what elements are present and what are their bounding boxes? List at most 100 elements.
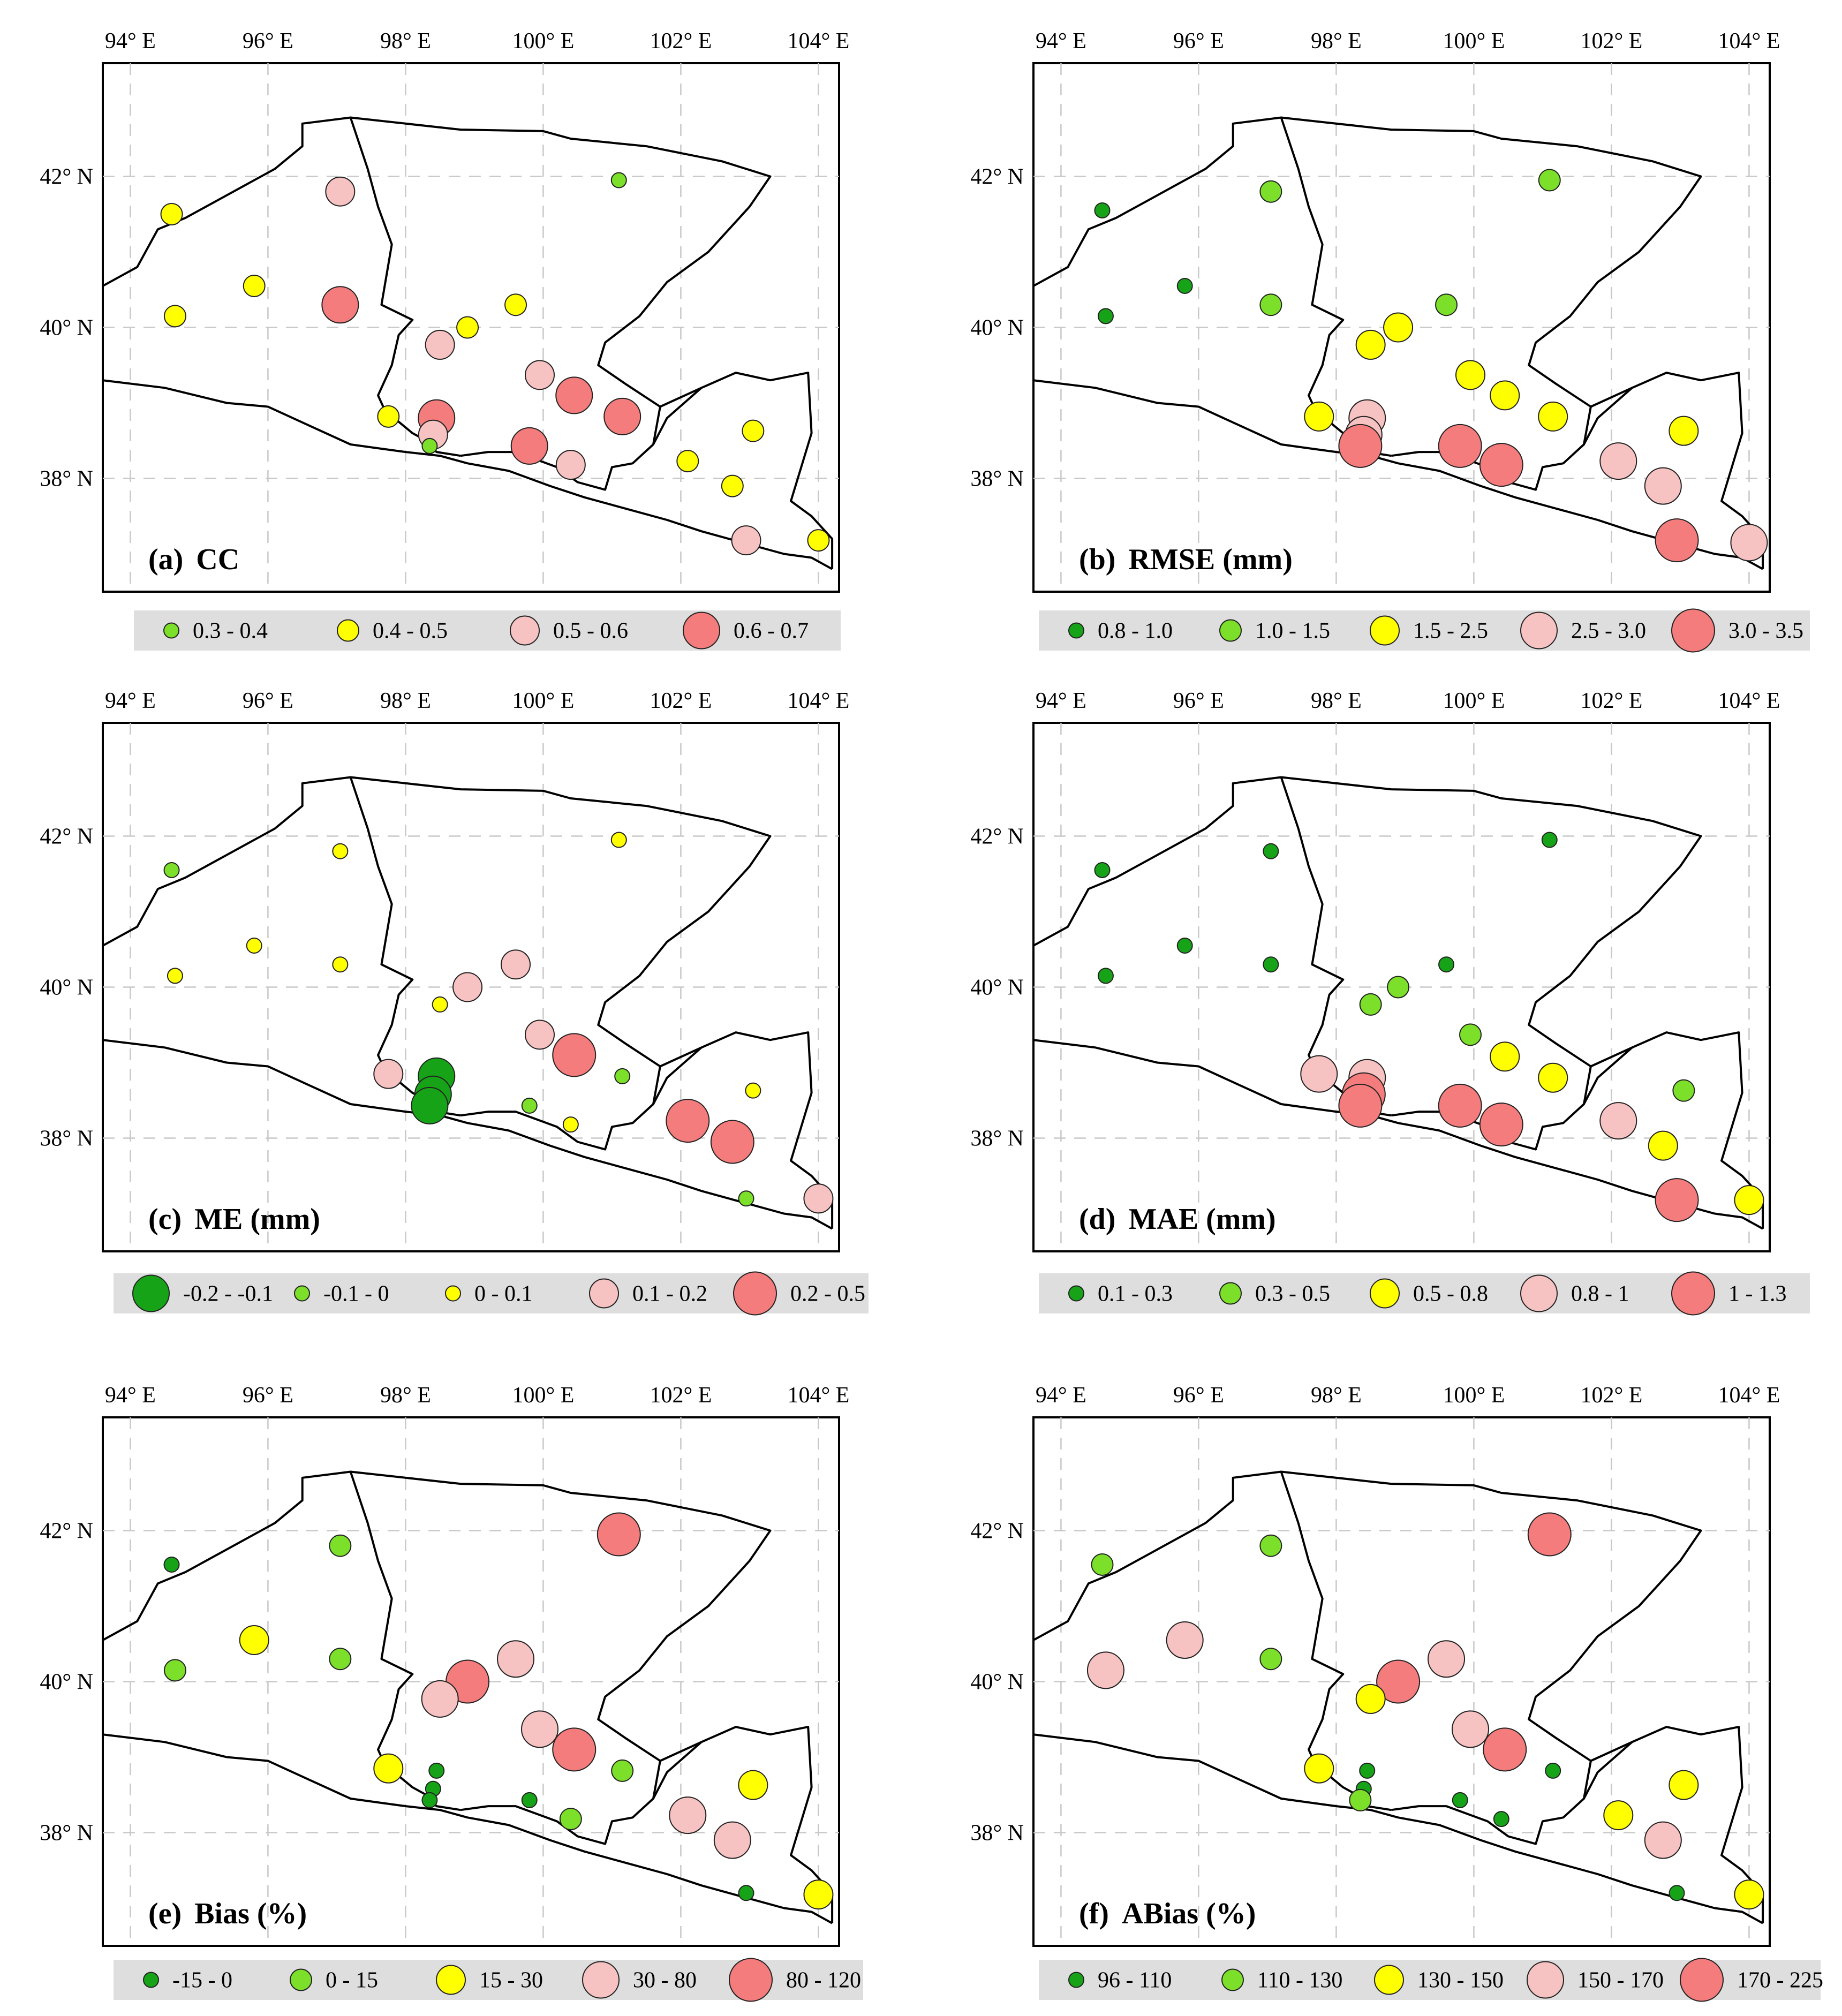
- station-marker[interactable]: [611, 1759, 634, 1782]
- station-marker[interactable]: [1259, 293, 1282, 316]
- station-marker[interactable]: [1669, 416, 1699, 446]
- station-marker[interactable]: [555, 450, 586, 480]
- station-marker[interactable]: [428, 1762, 445, 1779]
- station-marker[interactable]: [525, 360, 555, 390]
- station-marker[interactable]: [1599, 442, 1637, 480]
- station-marker[interactable]: [1545, 1762, 1561, 1779]
- station-marker[interactable]: [1672, 1079, 1695, 1102]
- station-marker[interactable]: [710, 1120, 754, 1164]
- station-marker[interactable]: [1538, 401, 1568, 432]
- station-marker[interactable]: [1176, 937, 1193, 954]
- station-marker[interactable]: [1734, 1879, 1764, 1910]
- station-marker[interactable]: [603, 397, 641, 435]
- station-marker[interactable]: [163, 1556, 180, 1573]
- station-marker[interactable]: [521, 1710, 559, 1748]
- station-marker[interactable]: [432, 996, 448, 1013]
- station-marker[interactable]: [610, 172, 627, 188]
- station-marker[interactable]: [1483, 1727, 1527, 1772]
- station-marker[interactable]: [497, 1640, 535, 1678]
- station-marker[interactable]: [1538, 169, 1561, 192]
- station-marker[interactable]: [1490, 1041, 1520, 1072]
- station-marker[interactable]: [329, 1648, 352, 1671]
- station-marker[interactable]: [807, 529, 830, 552]
- station-marker[interactable]: [1479, 1103, 1523, 1147]
- station-marker[interactable]: [1259, 1648, 1282, 1671]
- station-marker[interactable]: [666, 1099, 710, 1143]
- station-marker[interactable]: [1304, 401, 1334, 432]
- station-marker[interactable]: [1376, 1659, 1421, 1704]
- station-marker[interactable]: [1355, 1683, 1386, 1714]
- station-marker[interactable]: [1603, 1800, 1634, 1831]
- station-marker[interactable]: [1541, 832, 1558, 848]
- station-marker[interactable]: [521, 1097, 538, 1114]
- station-marker[interactable]: [555, 376, 593, 414]
- station-marker[interactable]: [456, 316, 479, 339]
- station-marker[interactable]: [504, 293, 527, 316]
- station-marker[interactable]: [721, 474, 744, 497]
- station-marker[interactable]: [1349, 1788, 1372, 1811]
- station-marker[interactable]: [1094, 862, 1111, 878]
- station-marker[interactable]: [373, 1753, 404, 1784]
- station-marker[interactable]: [669, 1796, 707, 1834]
- station-marker[interactable]: [1655, 1178, 1699, 1222]
- station-marker[interactable]: [1091, 1553, 1114, 1576]
- station-marker[interactable]: [243, 274, 266, 297]
- station-marker[interactable]: [501, 949, 531, 980]
- station-marker[interactable]: [1166, 1621, 1204, 1659]
- station-marker[interactable]: [329, 1534, 352, 1557]
- station-marker[interactable]: [1452, 1792, 1468, 1808]
- station-marker[interactable]: [1259, 1534, 1282, 1557]
- station-marker[interactable]: [1359, 993, 1382, 1016]
- station-marker[interactable]: [562, 1116, 579, 1133]
- station-marker[interactable]: [421, 1792, 438, 1808]
- station-marker[interactable]: [676, 450, 699, 473]
- station-marker[interactable]: [246, 937, 262, 954]
- station-marker[interactable]: [1459, 1023, 1482, 1046]
- station-marker[interactable]: [738, 1885, 754, 1901]
- station-marker[interactable]: [1263, 843, 1279, 859]
- station-marker[interactable]: [1338, 424, 1383, 468]
- station-marker[interactable]: [1387, 976, 1410, 999]
- station-marker[interactable]: [521, 1792, 538, 1808]
- station-marker[interactable]: [713, 1821, 751, 1859]
- station-marker[interactable]: [1176, 277, 1193, 294]
- station-marker[interactable]: [1438, 956, 1455, 973]
- station-marker[interactable]: [614, 1068, 631, 1084]
- station-marker[interactable]: [332, 956, 349, 973]
- station-marker[interactable]: [1263, 956, 1279, 973]
- station-marker[interactable]: [239, 1625, 269, 1655]
- station-marker[interactable]: [1734, 1185, 1764, 1215]
- station-marker[interactable]: [597, 1512, 641, 1557]
- station-marker[interactable]: [321, 286, 359, 324]
- station-marker[interactable]: [738, 1190, 754, 1207]
- station-marker[interactable]: [510, 427, 548, 465]
- station-marker[interactable]: [163, 305, 186, 328]
- station-marker[interactable]: [559, 1808, 582, 1831]
- station-marker[interactable]: [1304, 1753, 1334, 1784]
- station-marker[interactable]: [1527, 1512, 1572, 1557]
- station-marker[interactable]: [1669, 1885, 1685, 1901]
- station-marker[interactable]: [1097, 308, 1114, 324]
- station-marker[interactable]: [373, 1059, 404, 1089]
- station-marker[interactable]: [452, 972, 483, 1002]
- station-marker[interactable]: [377, 405, 400, 428]
- station-marker[interactable]: [1259, 180, 1282, 203]
- station-marker[interactable]: [1086, 1651, 1124, 1689]
- station-marker[interactable]: [1655, 518, 1699, 563]
- station-marker[interactable]: [332, 843, 349, 859]
- station-marker[interactable]: [1538, 1062, 1568, 1093]
- station-marker[interactable]: [552, 1727, 597, 1772]
- station-marker[interactable]: [325, 176, 356, 207]
- station-marker[interactable]: [745, 1082, 761, 1099]
- station-marker[interactable]: [167, 968, 183, 984]
- station-marker[interactable]: [1097, 968, 1114, 984]
- station-marker[interactable]: [425, 329, 455, 360]
- station-marker[interactable]: [421, 1680, 459, 1718]
- station-marker[interactable]: [803, 1879, 834, 1910]
- station-marker[interactable]: [525, 1020, 555, 1050]
- station-marker[interactable]: [1669, 1770, 1699, 1800]
- station-marker[interactable]: [1452, 1710, 1490, 1748]
- station-marker[interactable]: [552, 1033, 597, 1077]
- station-marker[interactable]: [1428, 1640, 1466, 1678]
- station-marker[interactable]: [803, 1183, 834, 1214]
